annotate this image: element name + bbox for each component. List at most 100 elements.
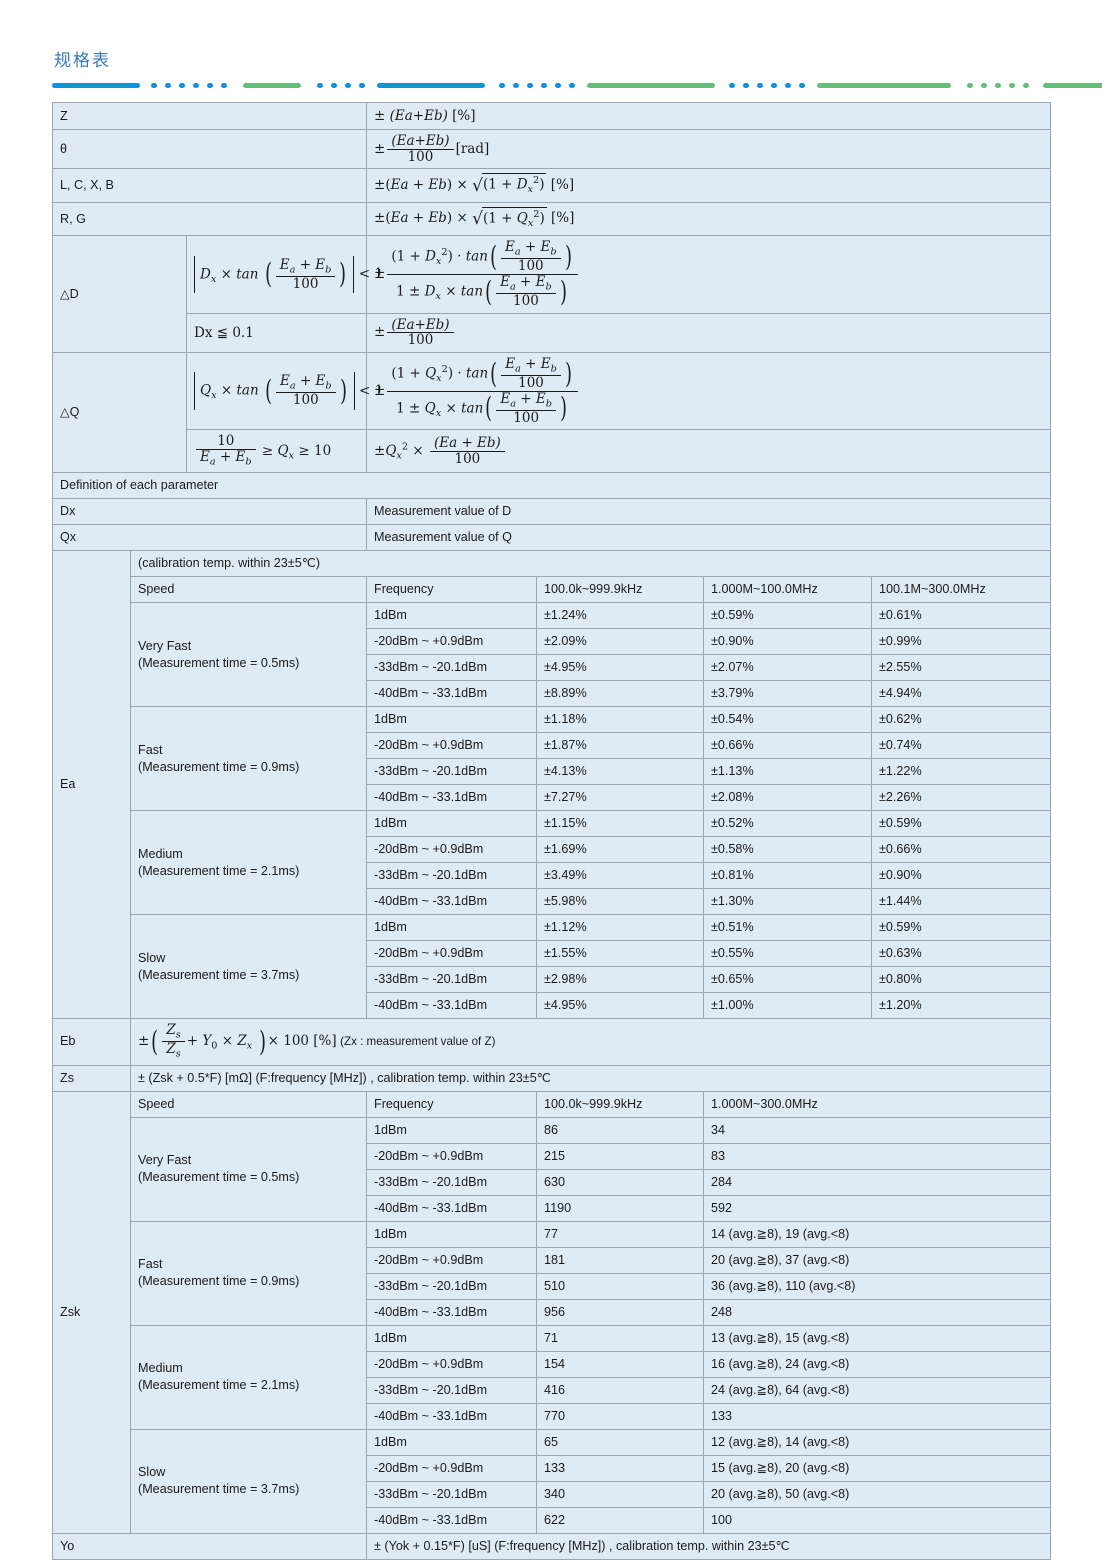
ea-group-name-fast: Fast (138, 742, 163, 757)
row-label-zsk: Zsk (52, 1090, 131, 1534)
table-row-zsk-veryfast-0: Very Fast (Measurement time = 0.5ms) 1dB… (53, 1116, 1052, 1222)
ea-cell: ±3.79% (703, 680, 873, 708)
ea-cell: ±1.15% (536, 810, 705, 838)
zsk-power-level: 1dBm (366, 1428, 538, 1456)
ea-group-time-medium: (Measurement time = 2.1ms) (138, 863, 300, 878)
zsk-cell: 20 (avg.≧8), 37 (avg.<8) (703, 1246, 1052, 1274)
row-value-lcxb: ±(Ea + Eb) × √(1 + Dx2) [%] (366, 168, 1052, 203)
ea-cell: ±0.59% (871, 914, 1052, 942)
zsk-cell: 77 (536, 1220, 705, 1248)
ea-power-level: -20dBm ~ +0.9dBm (366, 732, 538, 760)
zsk-cell: 14 (avg.≧8), 19 (avg.<8) (703, 1220, 1052, 1248)
ea-cell: ±2.09% (536, 628, 705, 656)
definition-header: Definition of each parameter (51, 472, 1052, 500)
row-value-z: ± (Ea+Eb) [%] (366, 101, 1052, 131)
ea-power-level: -33dBm ~ -20.1dBm (366, 966, 538, 994)
zsk-speed-header: Speed (129, 1090, 368, 1118)
delta-d-condition-2: Dx ≦ 0.1 (185, 312, 368, 353)
row-value-rg: ±(Ea + Eb) × √(1 + Qx2) [%] (366, 201, 1052, 237)
ea-power-level: -20dBm ~ +0.9dBm (366, 940, 538, 968)
zsk-frequency-header: Frequency (366, 1090, 538, 1118)
ea-cell: ±0.59% (871, 810, 1052, 838)
zsk-cell: 284 (703, 1168, 1052, 1196)
delta-q-value-1: ± (1 + Qx2) · tan(Ea + Eb 100) 1 ± Qx × tan… (366, 351, 1052, 431)
definition-key-qx: Qx (51, 524, 368, 552)
ea-group-name-veryfast: Very Fast (138, 638, 192, 653)
zsk-cell: 133 (536, 1454, 705, 1482)
row-label-yo: Yo (51, 1532, 368, 1560)
zsk-group-time-veryfast: (Measurement time = 0.5ms) (138, 1170, 300, 1184)
zsk-cell: 592 (703, 1194, 1052, 1222)
delta-q-condition-2: 10 Ea + Eb ≥ Qx ≥ 10 (185, 429, 368, 474)
ea-cell: ±0.51% (703, 914, 873, 942)
zsk-power-level: -20dBm ~ +0.9dBm (366, 1350, 538, 1378)
zsk-col-header-1: 1.000M~300.0MHz (703, 1090, 1052, 1118)
table-row-ea-slow-3: -40dBm ~ -33.1dBm ±4.95% ±1.00% ±1.20% (53, 992, 1052, 1020)
delta-d-condition-1: Dx × tan (Ea + Eb 100) < 1 (185, 235, 383, 314)
ea-col-header-2: 100.1M~300.0MHz (871, 576, 1052, 604)
spec-sheet-page: 规格表 (51, 51, 1102, 1560)
zsk-cell: 510 (536, 1272, 705, 1300)
row-label-theta: θ (51, 129, 368, 170)
specification-table: Z ± (Ea+Eb) [%] θ ± (Ea+Eb) 100 [rad] L, C,… (51, 101, 1052, 1560)
table-row-delta-q-2: 10 Ea + Eb ≥ Qx ≥ 10 ±Qx2 × (Ea + Eb) 100 (53, 429, 1052, 474)
ea-calibration-note: (calibration temp. within 23±5℃) (129, 550, 1052, 578)
row-label-eb: Eb (52, 1018, 131, 1066)
ea-power-level: 1dBm (366, 914, 538, 942)
table-row-ea-header: Speed Frequency 100.0k~999.9kHz 1.000M~1… (53, 576, 1052, 604)
ea-cell: ±2.26% (871, 784, 1052, 812)
delta-q-condition-1: Qx × tan (Ea + Eb 100) < 1 (185, 351, 383, 431)
ea-power-level: -33dBm ~ -20.1dBm (366, 862, 538, 890)
table-row-theta: θ ± (Ea+Eb) 100 [rad] (51, 129, 1052, 170)
zsk-cell: 12 (avg.≧8), 14 (avg.<8) (703, 1428, 1052, 1456)
table-row-ea-medium-3: -40dBm ~ -33.1dBm ±5.98% ±1.30% ±1.44% (53, 888, 1052, 916)
ea-cell: ±0.63% (871, 940, 1052, 968)
table-row-zsk-veryfast-1: -20dBm ~ +0.9dBm 215 83 (53, 1142, 1052, 1170)
ea-cell: ±0.54% (703, 706, 873, 734)
zsk-power-level: -33dBm ~ -20.1dBm (366, 1168, 538, 1196)
ea-power-level: -20dBm ~ +0.9dBm (366, 836, 538, 864)
row-value-yo: ± (Yok + 0.15*F) [uS] (F:frequency [MHz]… (366, 1532, 1052, 1560)
table-row-zsk-header: Zsk Speed Frequency 100.0k~999.9kHz 1.00… (52, 1090, 1052, 1534)
zsk-power-level: -33dBm ~ -20.1dBm (366, 1376, 538, 1404)
delta-d-value-1: ± (1 + Dx2) · tan(Ea + Eb 100) 1 ± Dx × tan… (366, 235, 1052, 314)
row-label-delta-q: △Q (52, 351, 187, 474)
page-title: 规格表 (54, 51, 111, 70)
zsk-cell: 24 (avg.≧8), 64 (avg.<8) (703, 1376, 1052, 1404)
zsk-cell: 15 (avg.≧8), 20 (avg.<8) (703, 1454, 1052, 1482)
zsk-group-name-slow: Slow (138, 1465, 166, 1479)
ea-group-name-slow: Slow (138, 950, 166, 965)
ea-group-label-fast: Fast (Measurement time = 0.9ms) (129, 706, 368, 812)
row-value-zs: ± (Zsk + 0.5*F) [mΩ] (F:frequency [MHz])… (129, 1064, 1052, 1092)
ea-cell: ±0.52% (703, 810, 873, 838)
zsk-cell: 416 (536, 1376, 705, 1404)
table-row-definition-header: Definition of each parameter (51, 472, 1052, 500)
row-label-zs: Zs (52, 1064, 131, 1092)
ea-cell: ±1.13% (703, 758, 873, 786)
ea-col-header-1: 1.000M~100.0MHz (703, 576, 873, 604)
zsk-cell: 133 (703, 1402, 1052, 1430)
table-row-zsk-fast-0: Fast (Measurement time = 0.9ms) 1dBm 77 … (53, 1220, 1052, 1326)
ea-power-level: 1dBm (366, 602, 538, 630)
zsk-power-level: -20dBm ~ +0.9dBm (366, 1454, 538, 1482)
definition-value-dx: Measurement value of D (366, 498, 1052, 526)
zsk-power-level: 1dBm (366, 1116, 538, 1144)
table-row-rg: R, G ±(Ea + Eb) × √(1 + Qx2) [%] (51, 201, 1052, 237)
definition-value-qx: Measurement value of Q (366, 524, 1052, 552)
zsk-group-time-medium: (Measurement time = 2.1ms) (138, 1378, 300, 1392)
zsk-cell: 215 (536, 1142, 705, 1170)
zsk-cell: 181 (536, 1246, 705, 1274)
zsk-group-time-slow: (Measurement time = 3.7ms) (138, 1482, 300, 1496)
table-row-zsk-medium-0: Medium (Measurement time = 2.1ms) 1dBm 7… (53, 1324, 1052, 1430)
delta-d-value-2: ± (Ea+Eb) 100 (366, 312, 1052, 353)
table-row-ea-veryfast-1: -20dBm ~ +0.9dBm ±2.09% ±0.90% ±0.99% (53, 628, 1052, 656)
table-row-zsk-medium-2: -33dBm ~ -20.1dBm 416 24 (avg.≧8), 64 (a… (53, 1376, 1052, 1404)
table-row-delta-d-1: △D Dx × tan (Ea + Eb 100) < 1 ± (1 + Dx2) … (52, 235, 1052, 353)
zsk-cell: 630 (536, 1168, 705, 1196)
zsk-power-level: -40dBm ~ -33.1dBm (366, 1298, 538, 1326)
zsk-group-time-fast: (Measurement time = 0.9ms) (138, 1274, 300, 1288)
delta-q-value-2: ±Qx2 × (Ea + Eb) 100 (366, 429, 1052, 474)
zsk-group-name-veryfast: Very Fast (138, 1153, 192, 1167)
table-row-delta-q-1: △Q Qx × tan (Ea + Eb 100) < 1 ± (1 + Qx2) … (52, 351, 1052, 474)
zsk-power-level: -33dBm ~ -20.1dBm (366, 1272, 538, 1300)
